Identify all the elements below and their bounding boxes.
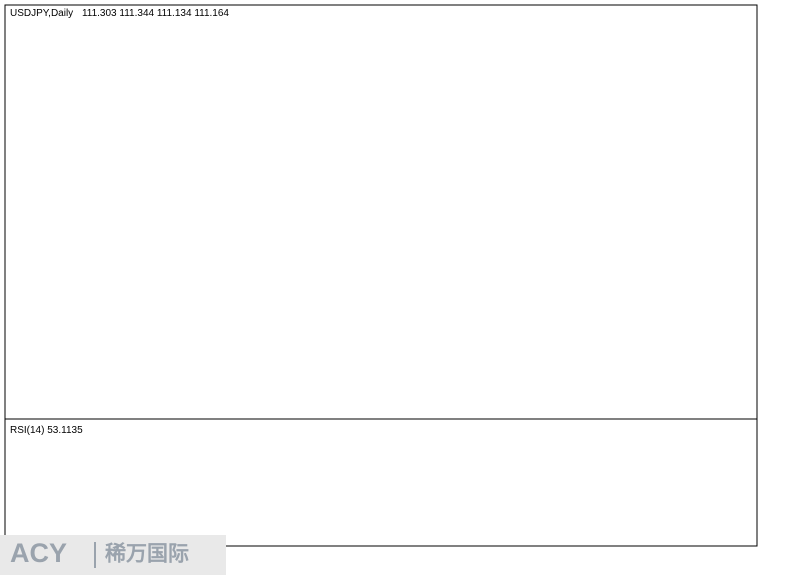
rsi-last: 53.1135 — [47, 425, 83, 436]
last-close: 111.164 — [194, 8, 229, 19]
rsi-name: RSI(14) — [10, 425, 44, 436]
watermark: ACY 稀万国际 — [0, 535, 226, 575]
last-high: 111.344 — [119, 8, 154, 19]
last-low: 111.134 — [157, 8, 192, 19]
frame — [4, 4, 758, 547]
watermark-brand: ACY — [10, 538, 67, 568]
symbol: USDJPY,Daily — [10, 8, 73, 19]
watermark-bg — [0, 535, 226, 575]
rsi-title: RSI(14) 53.1135 — [10, 425, 83, 436]
chart-title: USDJPY,Daily 111.303 111.344 111.134 111… — [10, 8, 229, 19]
watermark-name: 稀万国际 — [105, 542, 189, 566]
last-open: 111.303 — [82, 8, 117, 19]
